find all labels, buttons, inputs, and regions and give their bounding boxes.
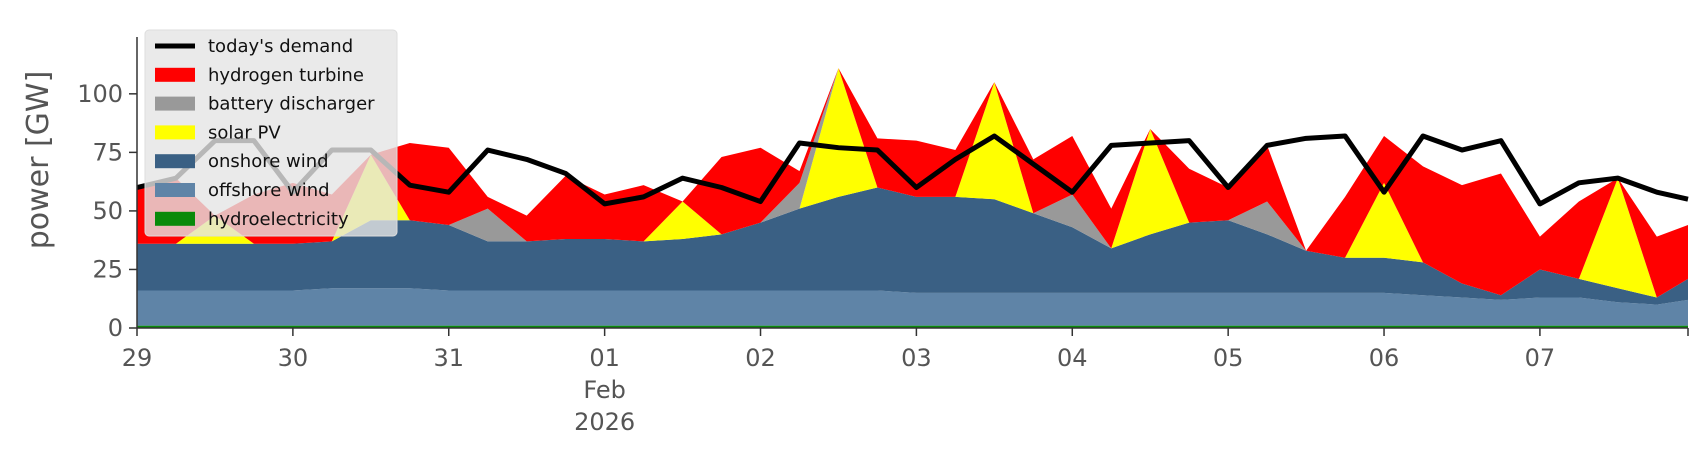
y-axis-label: power [GW] [21,71,56,250]
x-tick-label: 06 [1369,344,1400,372]
axes: 0 25 50 75 100 29 30 31 01 02 03 04 05 06 07 Feb 2026 [77,37,1689,436]
y-tick-label: 75 [92,138,123,166]
x-tick-sublabel: Feb [583,376,626,404]
legend-box [144,29,398,237]
legend-label-solar: solar PV [208,122,281,143]
x-tick-label: 07 [1525,344,1556,372]
legend-label-onshore: onshore wind [208,151,329,172]
x-tick-label: 29 [122,344,153,372]
legend-label-hydro: hydroelectricity [208,209,349,230]
x-tick-label: 04 [1057,344,1088,372]
area-offshore [137,288,1688,326]
legend-label-offshore: offshore wind [208,180,330,201]
legend-swatch-hydro [155,211,195,226]
y-tick-label: 0 [108,314,123,342]
x-tick-label: 02 [745,344,776,372]
y-tick-label: 100 [77,80,123,108]
legend-swatch-battery [155,96,195,111]
x-tick-label: 31 [433,344,464,372]
y-tick-label: 50 [92,197,123,225]
x-tick-label: 30 [278,344,309,372]
legend-swatch-offshore [155,183,195,197]
x-tick-sublabel: 2026 [574,408,635,436]
legend-swatch-hydrogen [155,67,195,82]
legend-label-hydrogen: hydrogen turbine [208,65,364,86]
area-battery [137,68,1688,298]
x-tick-label: 01 [589,344,620,372]
y-tick-label: 25 [92,255,123,283]
legend-label-battery: battery discharger [208,94,375,115]
x-tick-label: 03 [901,344,932,372]
area-onshore [137,187,1688,305]
legend-label-demand: today's demand [208,36,353,57]
legend: today's demand hydrogen turbine battery di… [144,29,398,237]
legend-swatch-solar [155,125,195,140]
x-tick-label: 05 [1213,344,1244,372]
legend-swatch-onshore [155,154,195,169]
